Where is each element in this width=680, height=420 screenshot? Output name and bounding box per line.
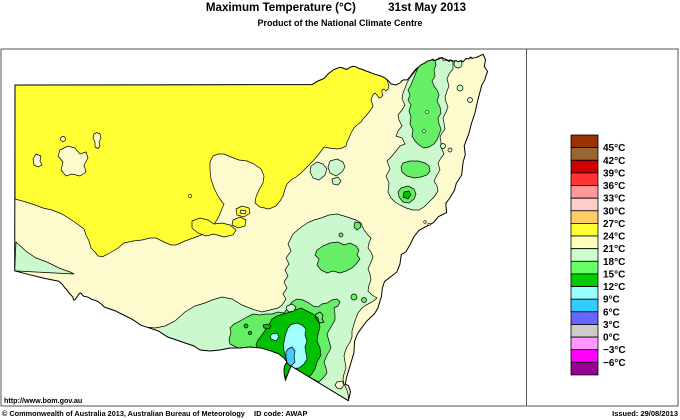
- svg-text:−6°C: −6°C: [603, 358, 626, 369]
- svg-text:36°C: 36°C: [603, 181, 625, 192]
- svg-text:30°C: 30°C: [603, 206, 625, 217]
- svg-text:3°C: 3°C: [603, 320, 620, 331]
- svg-text:42°C: 42°C: [603, 156, 625, 167]
- svg-text:24°C: 24°C: [603, 232, 625, 243]
- svg-text:45°C: 45°C: [603, 143, 625, 154]
- svg-text:39°C: 39°C: [603, 168, 625, 179]
- svg-text:18°C: 18°C: [603, 257, 625, 268]
- svg-text:33°C: 33°C: [603, 194, 625, 205]
- svg-text:15°C: 15°C: [603, 269, 625, 280]
- svg-text:http://www.bom.gov.au: http://www.bom.gov.au: [4, 396, 82, 405]
- svg-text:9°C: 9°C: [603, 295, 620, 306]
- svg-text:6°C: 6°C: [603, 307, 620, 318]
- svg-text:21°C: 21°C: [603, 244, 625, 255]
- svg-text:27°C: 27°C: [603, 219, 625, 230]
- svg-text:12°C: 12°C: [603, 282, 625, 293]
- svg-text:0°C: 0°C: [603, 333, 620, 344]
- svg-text:−3°C: −3°C: [603, 345, 626, 356]
